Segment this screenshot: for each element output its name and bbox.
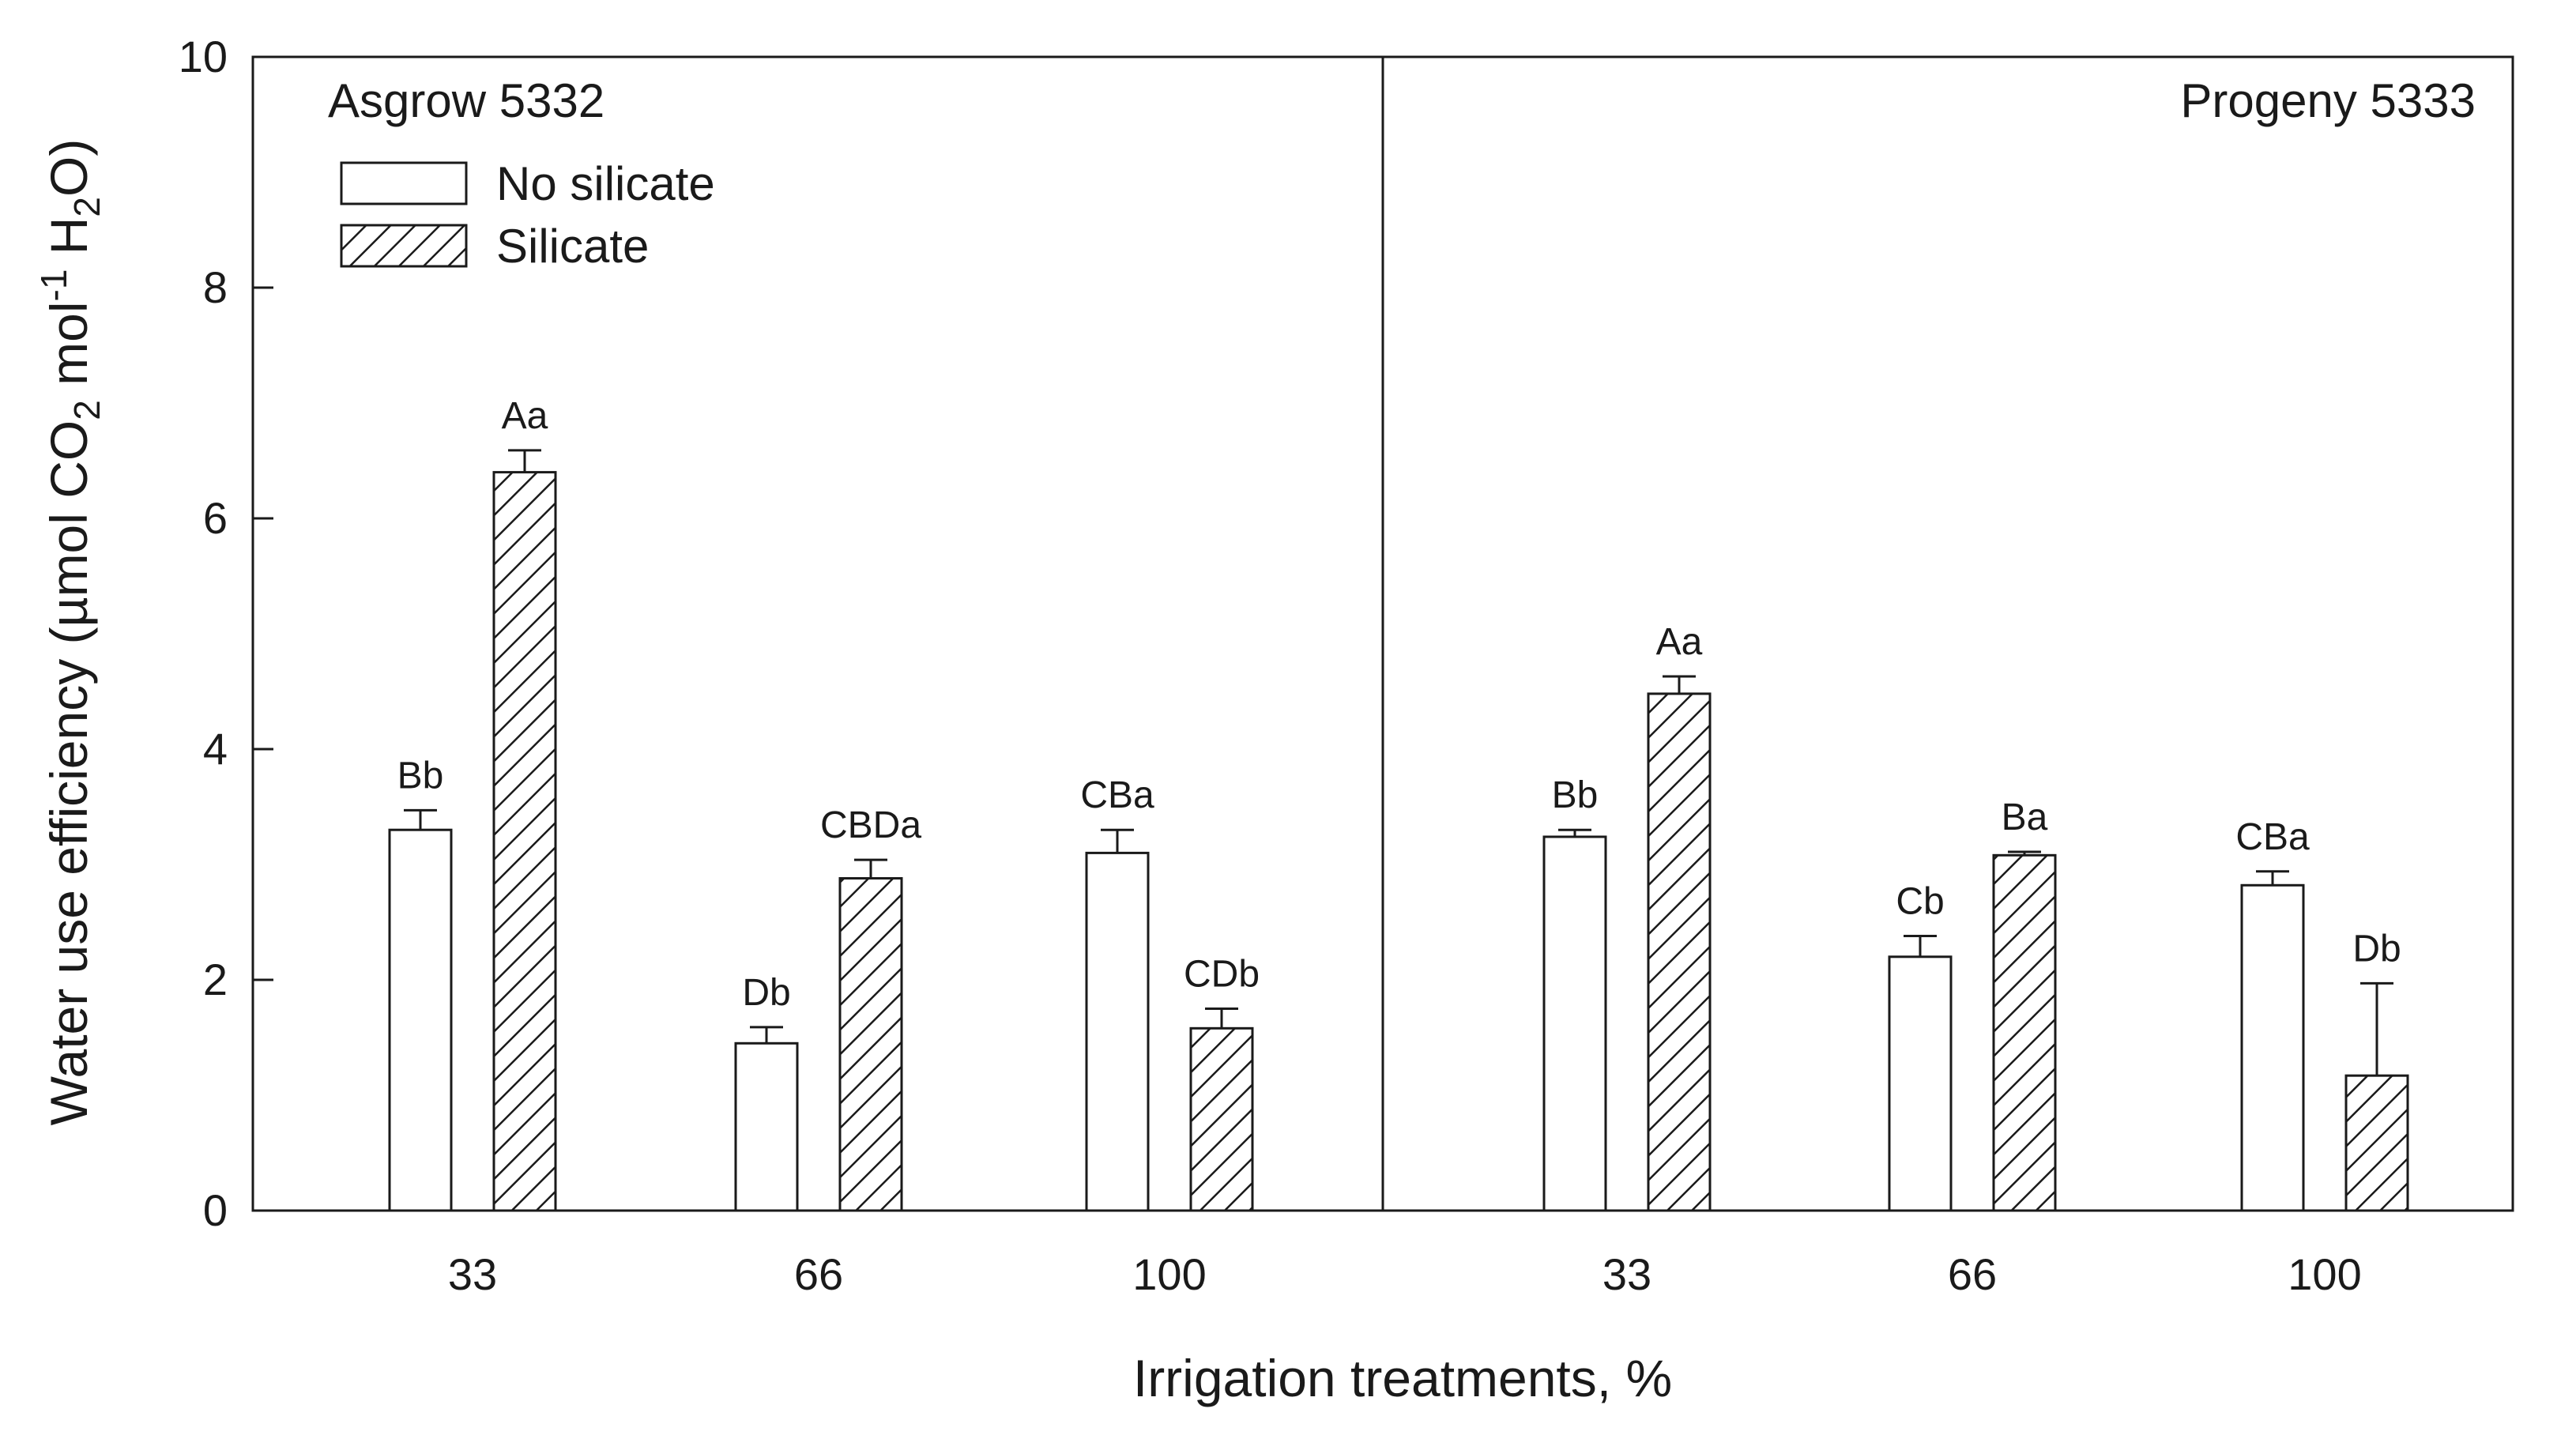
y-axis-title: Water use efficiency (µmol CO2 mol-1 H2O… [33, 139, 107, 1126]
panel-title-asgrow: Asgrow 5332 [328, 74, 604, 127]
significance-label: Ba [2002, 797, 2048, 838]
bar-silicate [492, 471, 557, 1212]
y-tick-label: 8 [203, 262, 228, 312]
y-axis-title-sup: -1 [33, 269, 74, 302]
legend-swatch-no-silicate [340, 161, 468, 205]
y-axis-title-mid: mol [40, 301, 98, 400]
x-axis-title: Irrigation treatments, % [1133, 1349, 1672, 1407]
x-tick-label: 100 [1132, 1249, 1206, 1299]
x-tick-label: 33 [1602, 1249, 1651, 1299]
significance-label: Bb [1552, 774, 1599, 816]
bar-silicate [1647, 692, 1712, 1212]
bar-silicate [1992, 853, 2057, 1212]
bar-no-silicate [1085, 851, 1150, 1212]
x-axis: 33 66 100 33 66 100 [448, 1249, 2362, 1299]
y-axis-title-sub1: 2 [66, 400, 107, 420]
legend-label-silicate: Silicate [496, 220, 649, 273]
bars-layer: Bb Aa Db CBDa CBa CDb Bb Aa Cb Ba CBa Db [388, 395, 2409, 1212]
significance-label: CBa [1080, 774, 1154, 816]
significance-label: CDb [1184, 954, 1260, 996]
significance-label: Cb [1896, 881, 1944, 923]
y-axis-title-suffix: O) [40, 139, 98, 197]
legend: No silicate Silicate [340, 157, 715, 273]
bar-silicate [838, 877, 903, 1212]
x-tick-label: 33 [448, 1249, 497, 1299]
y-tick-label: 10 [179, 32, 228, 81]
y-tick-label: 4 [203, 724, 228, 774]
y-tick-label: 2 [203, 955, 228, 1004]
bar-no-silicate [734, 1041, 799, 1212]
significance-label: Aa [502, 395, 548, 437]
bar-no-silicate [2240, 883, 2305, 1212]
bar-no-silicate [1888, 955, 1953, 1212]
y-axis-title-mid2: H [40, 217, 98, 269]
bar-no-silicate [388, 828, 453, 1212]
y-axis: 0 2 4 6 8 10 [179, 32, 273, 1235]
significance-label: Db [2352, 928, 2401, 970]
significance-label: Aa [1656, 621, 1703, 663]
y-axis-title-sub2: 2 [66, 197, 107, 217]
y-axis-title-prefix: Water use efficiency (µmol CO [40, 420, 98, 1126]
y-tick-label: 6 [203, 493, 228, 543]
x-tick-label: 100 [2288, 1249, 2361, 1299]
significance-label: Bb [397, 755, 444, 797]
bar-silicate [2344, 1074, 2409, 1212]
significance-label: CBa [2235, 816, 2310, 858]
bar-silicate [1189, 1026, 1254, 1212]
bar-no-silicate [1542, 835, 1607, 1212]
panel-title-progeny: Progeny 5333 [2180, 74, 2476, 127]
legend-label-no-silicate: No silicate [496, 157, 715, 210]
legend-swatch-silicate [340, 224, 468, 268]
y-tick-label: 0 [203, 1185, 228, 1235]
x-tick-label: 66 [1948, 1249, 1997, 1299]
x-tick-label: 66 [794, 1249, 843, 1299]
significance-label: CBDa [820, 804, 921, 846]
significance-label: Db [742, 972, 790, 1014]
